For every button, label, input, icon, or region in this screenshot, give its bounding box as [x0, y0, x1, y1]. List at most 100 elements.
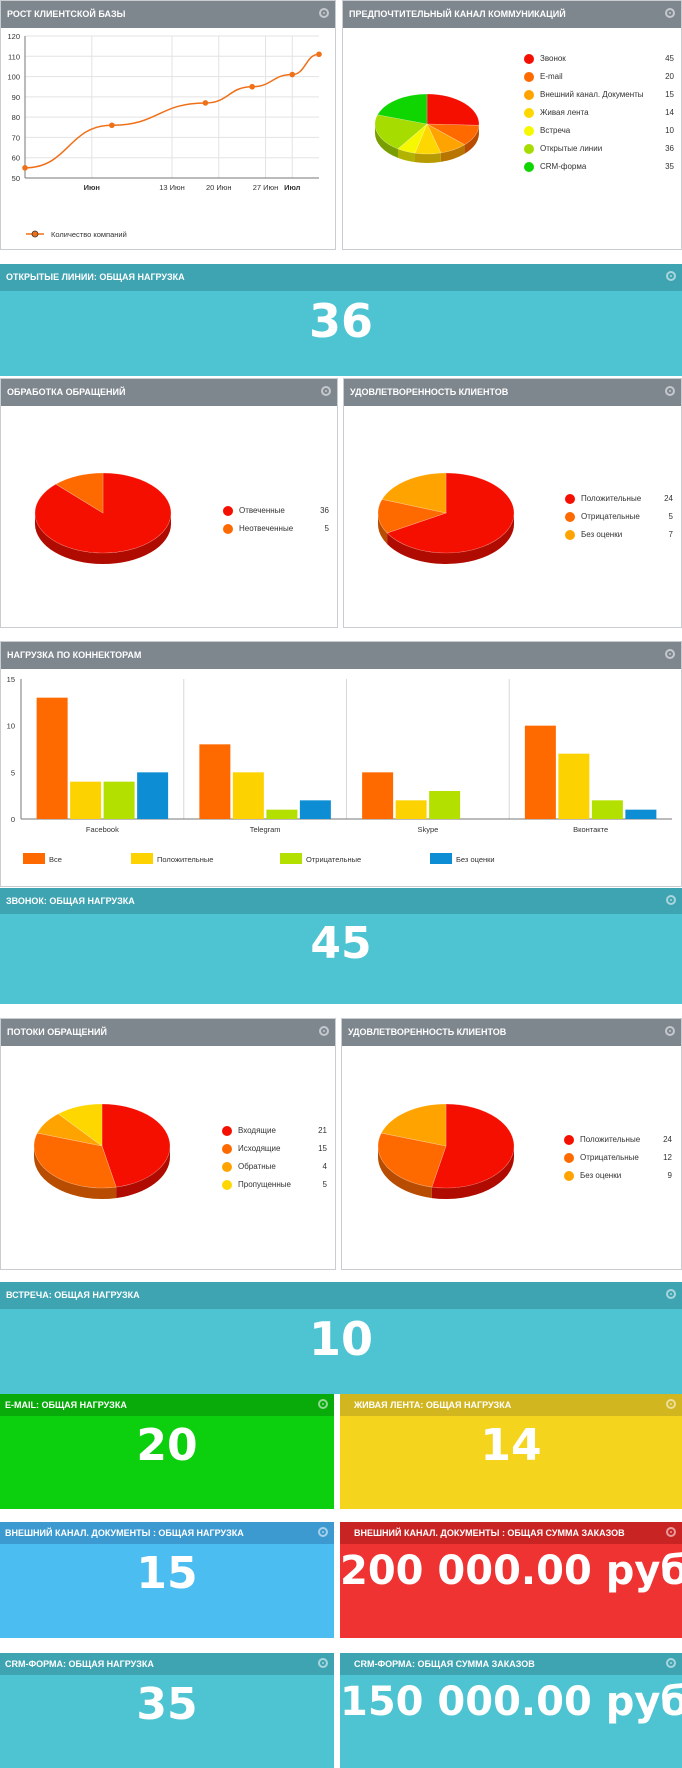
gear-icon[interactable] — [665, 386, 675, 396]
y-tick-label: 10 — [7, 722, 15, 731]
gear-icon[interactable] — [666, 1289, 676, 1299]
live-total-widget: Живая лента: общая нагрузка 14 — [340, 1394, 682, 1509]
legend-swatch — [524, 90, 534, 100]
legend-swatch — [524, 108, 534, 118]
gear-icon[interactable] — [319, 1026, 329, 1036]
widget-header: Внешний канал. Документы : общая сумма з… — [340, 1522, 682, 1544]
legend-item[interactable]: Без оценки 7 — [565, 528, 673, 546]
legend-item[interactable]: Без оценки 9 — [564, 1169, 672, 1187]
legend-value: 4 — [322, 1162, 327, 1171]
legend-label: Живая лента — [540, 108, 589, 117]
legend-value: 20 — [665, 72, 674, 81]
data-point — [316, 51, 322, 58]
widget-header: E-mail: общая нагрузка — [0, 1394, 334, 1416]
gear-icon[interactable] — [665, 649, 675, 659]
widget-title: Звонок: общая нагрузка — [6, 896, 135, 906]
gear-icon[interactable] — [666, 895, 676, 905]
pie-slice-3 — [57, 1103, 103, 1147]
legend-item[interactable]: Отрицательные 12 — [564, 1151, 672, 1169]
legend-swatch — [222, 1162, 232, 1172]
legend-item[interactable]: Внешний канал. Документы 15 — [524, 88, 674, 106]
gear-icon[interactable] — [665, 8, 675, 18]
pie-slice-0 — [34, 472, 172, 554]
x-tick-label: Июн — [84, 183, 100, 192]
pie-slice-0 — [386, 472, 515, 554]
legend-item[interactable]: Исходящие 15 — [222, 1142, 327, 1160]
widget-header: CRM-форма: общая сумма заказов — [340, 1653, 682, 1675]
gear-icon[interactable] — [318, 1658, 328, 1668]
widget-title: Рост клиентской базы — [7, 9, 126, 19]
legend-value: 5 — [668, 512, 673, 521]
x-tick-label: 13 Июн — [159, 183, 185, 192]
legend-value: 7 — [668, 530, 673, 539]
pie-side-1 — [464, 125, 479, 154]
widget-header: Внешний канал. Документы : общая нагрузк… — [0, 1522, 334, 1544]
gear-icon[interactable] — [666, 1527, 676, 1537]
legend-value: 36 — [665, 144, 674, 153]
legend-swatch — [564, 1171, 574, 1181]
widget-title: CRM-форма: общая сумма заказов — [354, 1659, 535, 1669]
data-point — [109, 122, 115, 129]
gear-icon[interactable] — [666, 1399, 676, 1409]
satisfaction2-pie-chart — [377, 1103, 515, 1199]
legend-item[interactable]: Неотвеченные 5 — [223, 522, 329, 540]
x-tick-label: Вконтакте — [573, 825, 608, 834]
legend-item[interactable]: Отвеченные 36 — [223, 504, 329, 522]
gear-icon[interactable] — [319, 8, 329, 18]
legend-label: Обратные — [238, 1162, 276, 1171]
pie-side-3 — [414, 152, 441, 163]
bar — [524, 725, 556, 819]
pie-side-0 — [35, 513, 171, 564]
gear-icon[interactable] — [666, 1658, 676, 1668]
legend-swatch — [222, 1180, 232, 1190]
y-tick-label: 70 — [12, 133, 20, 142]
y-tick-label: 5 — [11, 768, 15, 777]
legend-label: Количество компаний — [51, 230, 127, 239]
legend-label: Пропущенные — [238, 1180, 291, 1189]
legend-item[interactable]: Открытые линии 36 — [524, 142, 674, 160]
bar — [232, 772, 264, 819]
data-point — [22, 165, 28, 171]
widget-title: Внешний канал. Документы : общая сумма з… — [354, 1528, 625, 1538]
flows-legend: Входящие 21 Исходящие 15 Обратные 4 Пропущенны… — [222, 1124, 327, 1196]
widget-value: 15 — [136, 1548, 198, 1599]
legend-item[interactable]: E-mail 20 — [524, 70, 674, 88]
pie-slice-1 — [377, 498, 448, 534]
legend-item[interactable]: Входящие 21 — [222, 1124, 327, 1142]
legend-label: Внешний канал. Документы — [540, 90, 644, 99]
legend-value: 24 — [664, 494, 673, 503]
legend-swatch — [223, 524, 233, 534]
legend-value: 5 — [322, 1180, 327, 1189]
gear-icon[interactable] — [665, 1026, 675, 1036]
legend-item[interactable]: Отрицательные 5 — [565, 510, 673, 528]
legend-item[interactable]: Положительные 24 — [565, 492, 673, 510]
gear-icon[interactable] — [321, 386, 331, 396]
pie-slice-0 — [101, 1103, 171, 1188]
bar — [199, 744, 231, 819]
legend-swatch — [564, 1135, 574, 1145]
y-tick-label: 120 — [7, 32, 20, 41]
legend-item[interactable]: Живая лента 14 — [524, 106, 674, 124]
widget-value: 20 — [136, 1420, 198, 1471]
meeting-total-widget: Встреча: общая нагрузка 10 — [0, 1282, 682, 1394]
y-tick-label: 90 — [12, 93, 20, 102]
gear-icon[interactable] — [318, 1527, 328, 1537]
legend-item[interactable]: CRM-форма 35 — [524, 160, 674, 178]
legend-item[interactable]: Обратные 4 — [222, 1160, 327, 1178]
legend-swatch — [280, 853, 302, 864]
gear-icon[interactable] — [666, 271, 676, 281]
legend-item[interactable]: Звонок 45 — [524, 52, 674, 70]
widget-value: 150 000.00 руб — [340, 1679, 682, 1725]
legend-item[interactable]: Пропущенные 5 — [222, 1178, 327, 1196]
legend-item[interactable]: Положительные 24 — [564, 1133, 672, 1151]
legend-swatch — [222, 1144, 232, 1154]
legend-label: Открытые линии — [540, 144, 603, 153]
legend-value: 45 — [665, 54, 674, 63]
flows-widget: Потоки обращений Входящие 21 Исходящие 15 Об… — [0, 1018, 336, 1270]
legend-swatch — [524, 54, 534, 64]
widget-header: Потоки обращений — [1, 1019, 335, 1046]
legend-item[interactable]: Встреча 10 — [524, 124, 674, 142]
gear-icon[interactable] — [318, 1399, 328, 1409]
widget-title: E-mail: общая нагрузка — [5, 1400, 127, 1410]
legend-swatch — [524, 162, 534, 172]
